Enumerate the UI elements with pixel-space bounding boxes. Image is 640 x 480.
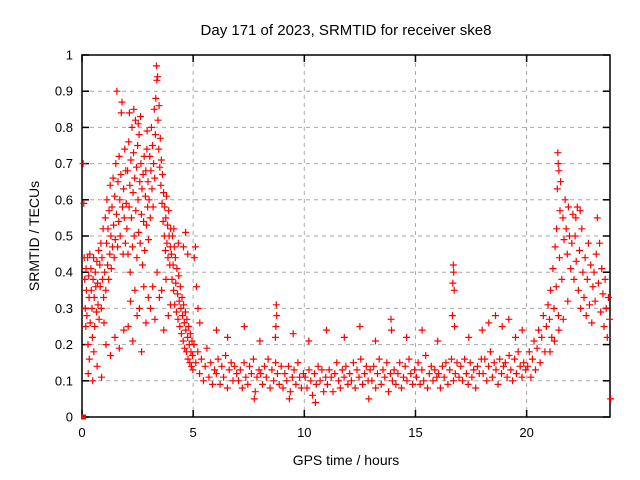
x-tick-label: 15 [408, 425, 422, 440]
data-points [79, 62, 615, 406]
y-tick-label: 0.1 [55, 373, 73, 388]
y-tick-label: 0.2 [55, 337, 73, 352]
y-tick-label: 0.6 [55, 192, 73, 207]
chart-title: Day 171 of 2023, SRMTID for receiver ske… [200, 22, 492, 39]
y-axis-label: SRMTID / TECUs [26, 180, 42, 292]
x-tick-label: 10 [297, 425, 311, 440]
y-tick-label: 0.7 [55, 156, 73, 171]
x-tick-label: 0 [78, 425, 85, 440]
x-tick-label: 5 [190, 425, 197, 440]
y-tick-label: 0.5 [55, 229, 73, 244]
x-axis-label: GPS time / hours [292, 452, 400, 468]
y-tick-label: 0.3 [55, 301, 73, 316]
y-tick-label: 0.9 [55, 84, 73, 99]
y-tick-label: 1 [66, 48, 73, 63]
y-tick-label: 0 [66, 410, 73, 425]
y-tick-label: 0.4 [55, 265, 73, 280]
x-tick-label: 20 [519, 425, 533, 440]
origin-point [81, 414, 87, 420]
y-tick-label: 0.8 [55, 120, 73, 135]
